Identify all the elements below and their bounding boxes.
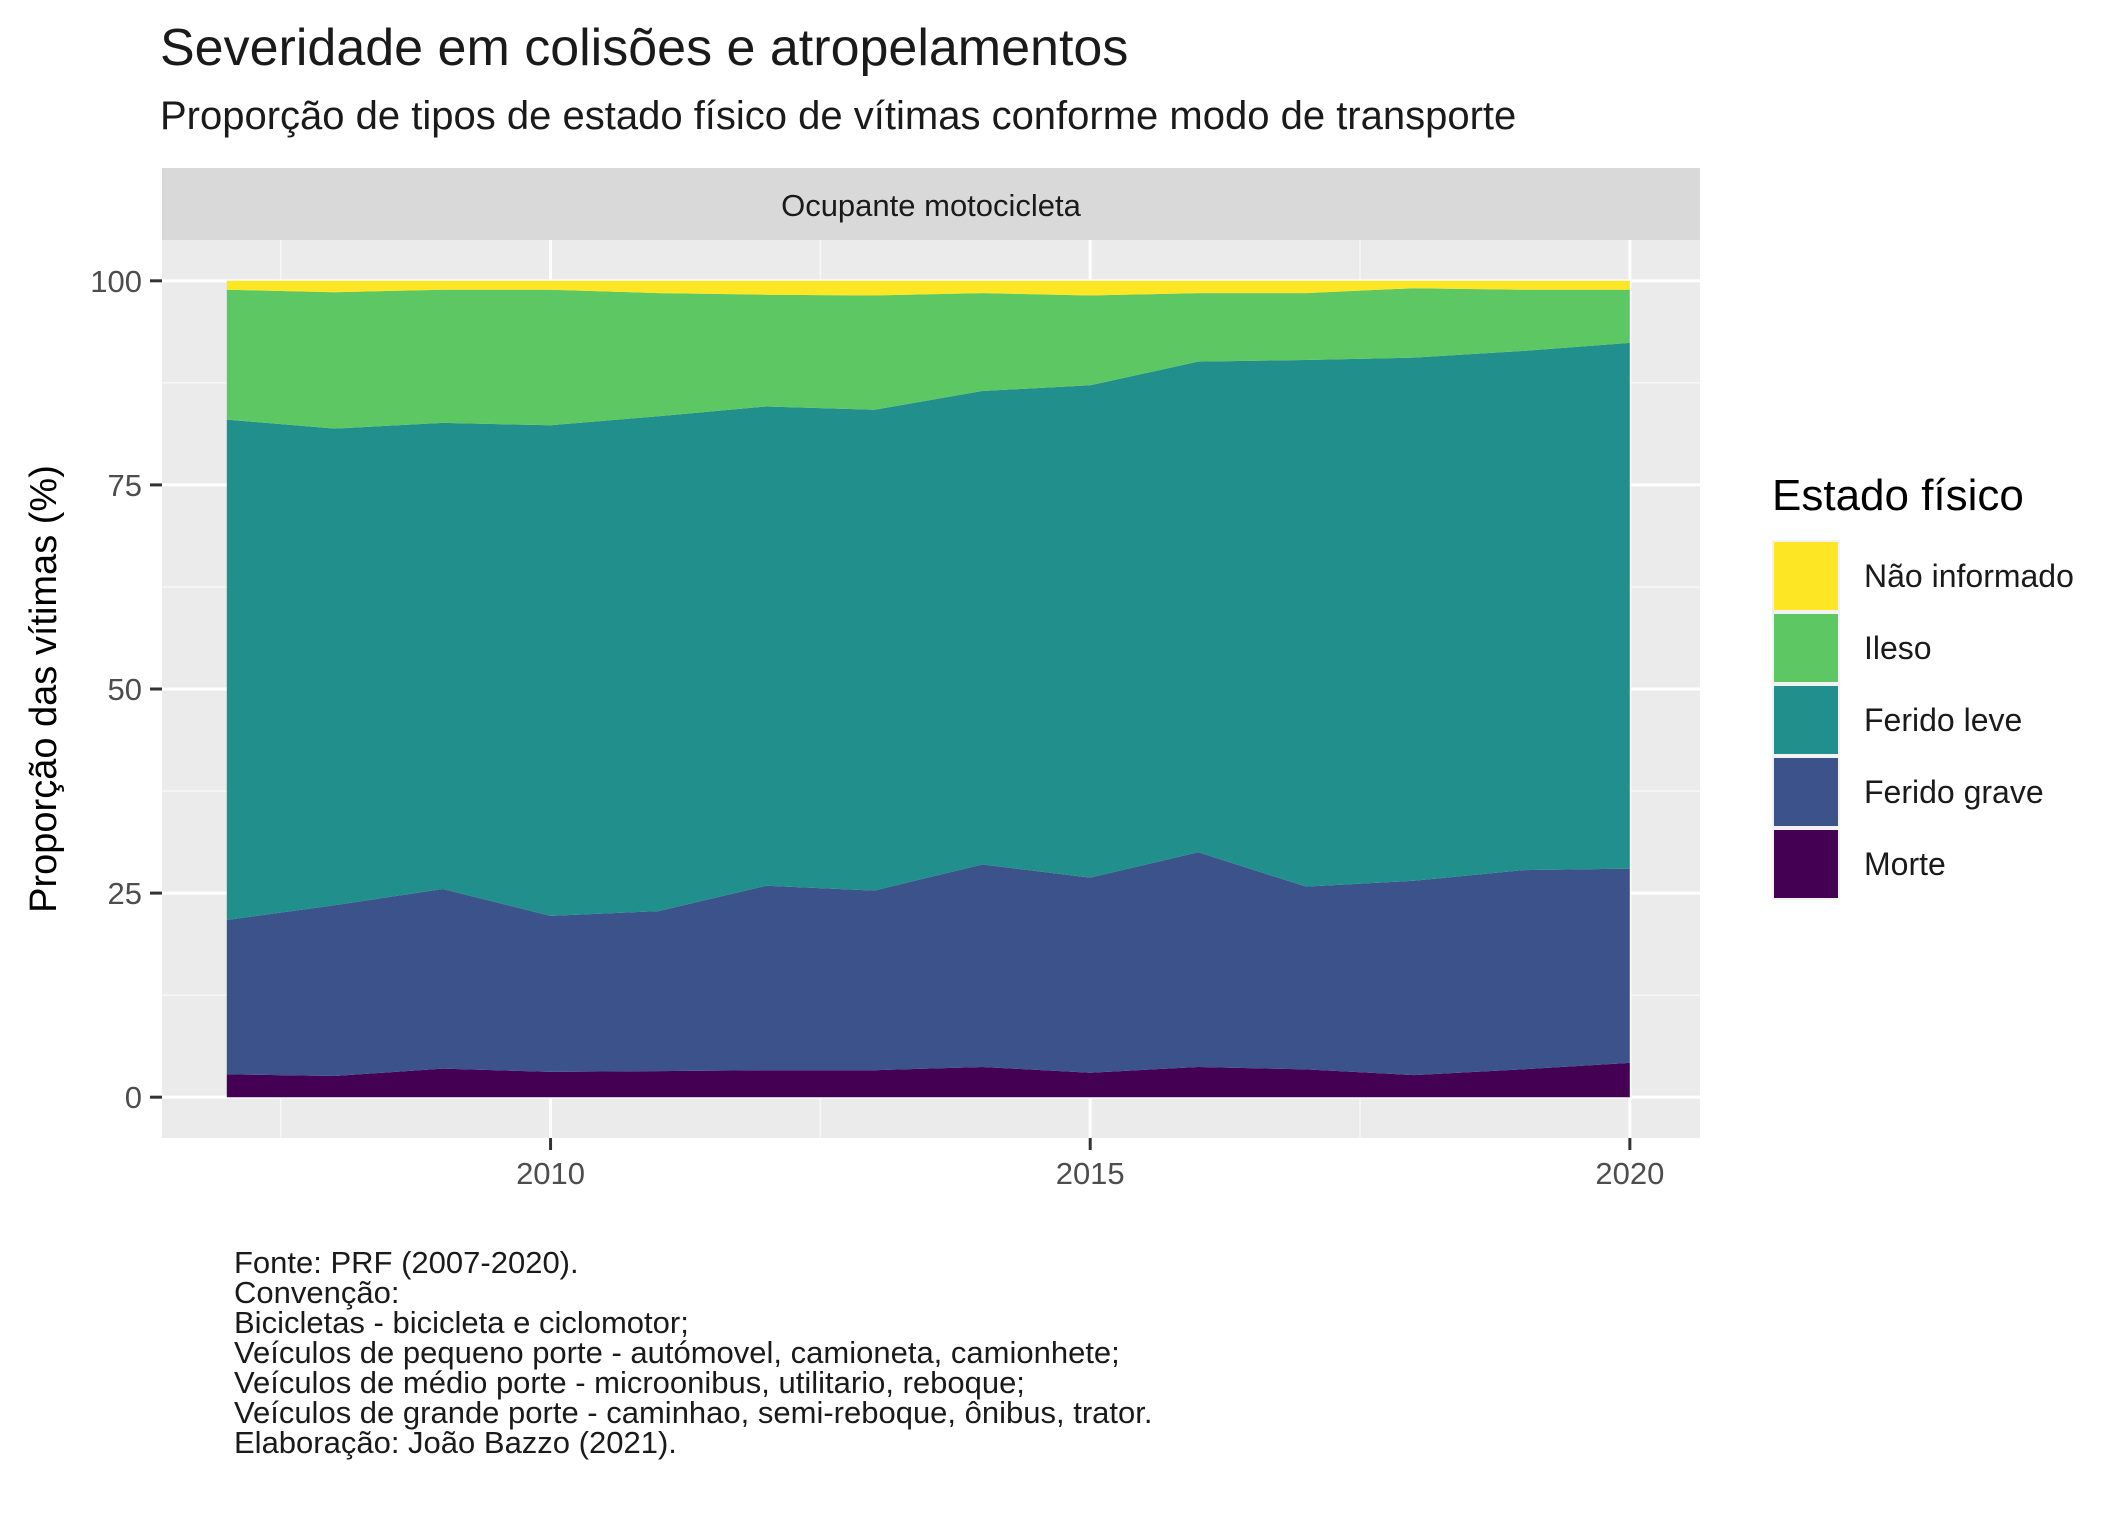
caption-line-source: Fonte: PRF (2007-2020).: [234, 1245, 579, 1280]
legend-label: Ileso: [1864, 630, 1932, 666]
area-ileso: [226, 288, 1630, 429]
legend-label: Morte: [1864, 846, 1946, 882]
x-tick-label: 2015: [1056, 1156, 1125, 1191]
y-tick-label: 50: [108, 672, 142, 707]
x-tick-label: 2010: [516, 1156, 585, 1191]
caption-line-small-vehicles: Veículos de pequeno porte - autómovel, c…: [234, 1335, 1120, 1370]
legend-swatch: [1774, 758, 1838, 826]
legend-swatch: [1774, 830, 1838, 898]
y-tick-label: 75: [108, 468, 142, 503]
y-tick-label: 0: [125, 1080, 142, 1115]
caption-line-medium-vehicles: Veículos de médio porte - microonibus, u…: [234, 1365, 1025, 1400]
chart-subtitle: Proporção de tipos de estado físico de v…: [160, 94, 1517, 138]
caption-line-large-vehicles: Veículos de grande porte - caminhao, sem…: [234, 1395, 1153, 1430]
legend-swatch: [1774, 686, 1838, 754]
chart-title: Severidade em colisões e atropelamentos: [160, 19, 1129, 77]
legend-swatch: [1774, 614, 1838, 682]
caption-line-bicycles: Bicicletas - bicicleta e ciclomotor;: [234, 1305, 689, 1340]
legend-swatch: [1774, 542, 1838, 610]
area-ferido-leve: [226, 342, 1630, 920]
y-axis: 0 25 50 75 100: [90, 264, 162, 1115]
facet-strip-label: Ocupante motocicleta: [781, 188, 1082, 223]
y-tick-label: 25: [108, 876, 142, 911]
y-tick-label: 100: [90, 264, 142, 299]
x-tick-label: 2020: [1595, 1156, 1664, 1191]
legend-title: Estado físico: [1772, 471, 2024, 520]
legend-label: Ferido leve: [1864, 702, 2022, 738]
caption-line-convention: Convenção:: [234, 1275, 400, 1310]
legend: Não informado Ileso Ferido leve Ferido grav…: [1772, 540, 2074, 900]
area-morte: [226, 1062, 1630, 1098]
y-axis-title: Proporção das vítimas (%): [23, 465, 65, 913]
stacked-areas: [226, 280, 1630, 1098]
caption: Fonte: PRF (2007-2020). Convenção: Bicic…: [234, 1245, 1153, 1460]
legend-label: Não informado: [1864, 558, 2074, 594]
facet-strip: [162, 168, 1700, 240]
caption-line-author: Elaboração: João Bazzo (2021).: [234, 1425, 677, 1460]
legend-label: Ferido grave: [1864, 774, 2044, 810]
area-ferido-grave: [226, 852, 1630, 1076]
x-axis: 2010 2015 2020: [516, 1138, 1664, 1191]
area-nao-informado: [226, 280, 1630, 296]
